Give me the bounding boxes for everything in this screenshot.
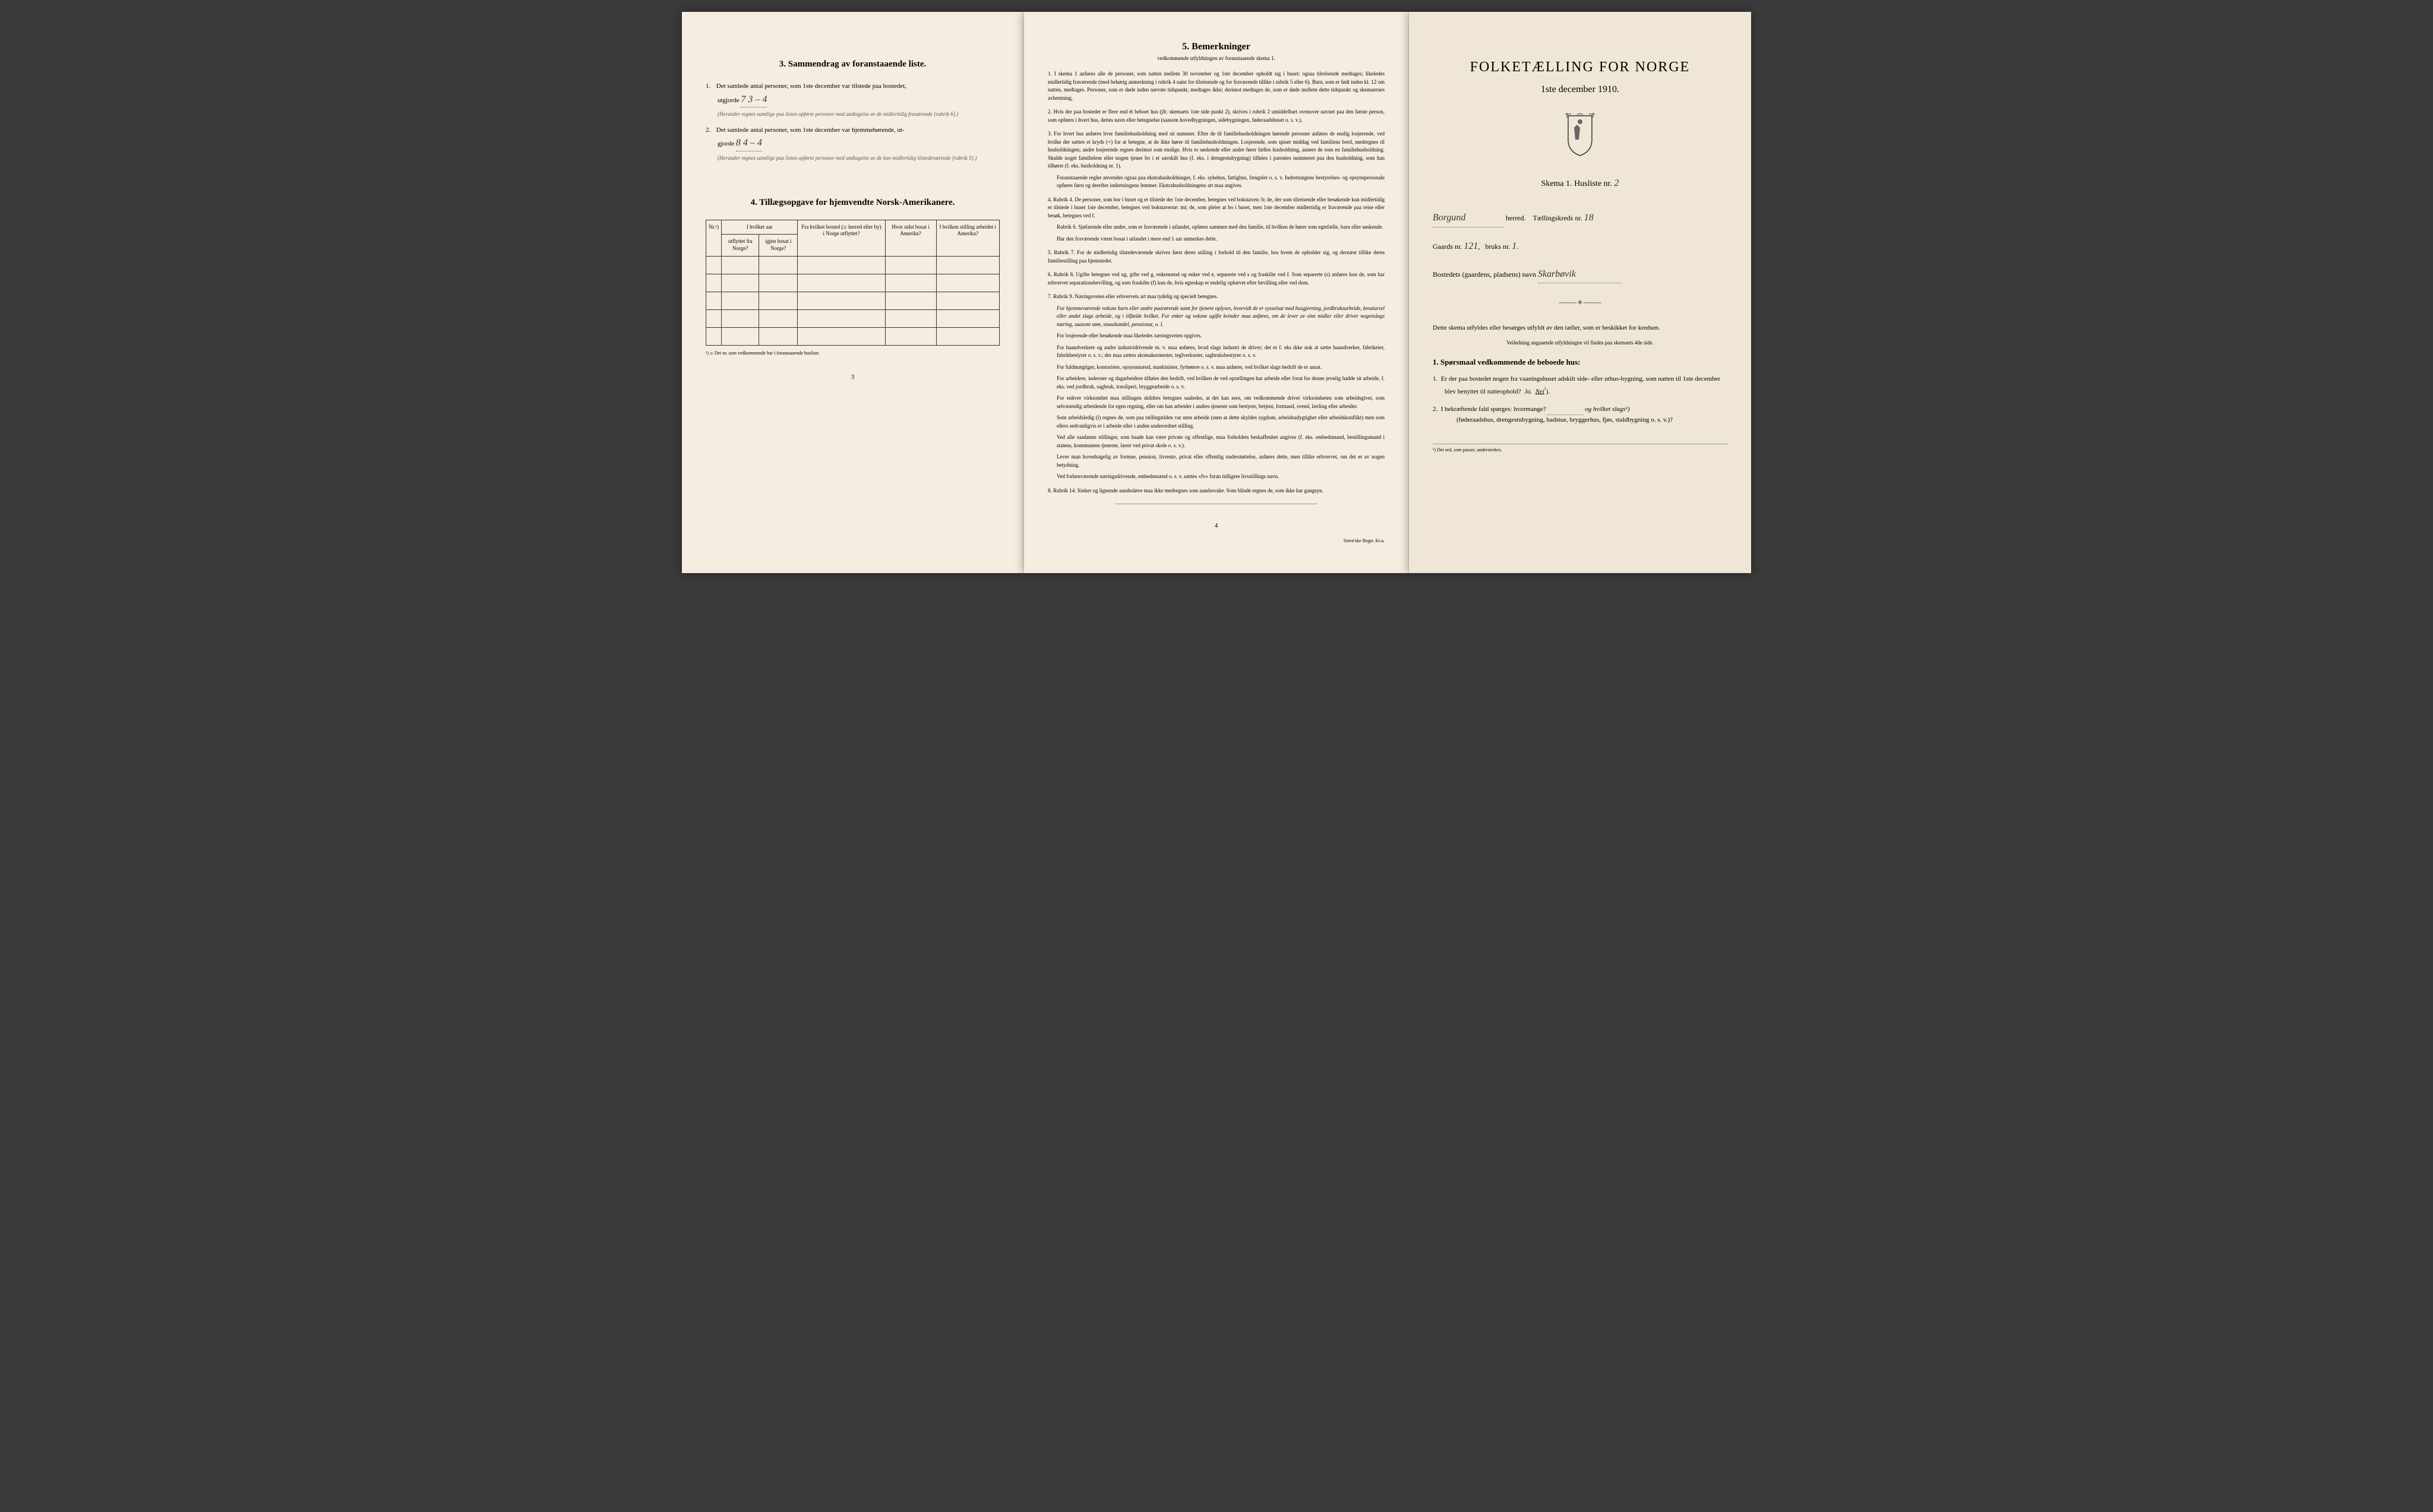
table-row bbox=[706, 274, 1000, 292]
summary-item-1: 1. Det samlede antal personer, som 1ste … bbox=[706, 81, 1000, 118]
table-row bbox=[706, 327, 1000, 345]
husliste-nr: 2 bbox=[1614, 178, 1619, 188]
tilstede-value: 7 3 – 4 bbox=[741, 92, 767, 108]
summary-item-2: 2. Det samlede antal personer, som 1ste … bbox=[706, 125, 1000, 162]
section-4-title: 4. Tillægsopgave for hjemvendte Norsk-Am… bbox=[706, 198, 1000, 208]
answer-nei: Nei bbox=[1535, 388, 1544, 395]
skema-line: Skema 1. Husliste nr. 2 bbox=[1433, 178, 1727, 189]
remark-5: 5. Rubrik 7. For de midlertidig tilstede… bbox=[1048, 249, 1385, 265]
printer-credit: Steen'ske Bogtr. Kr.a. bbox=[1048, 538, 1385, 543]
herred-line: Borgund herred. Tællingskreds nr. 18 bbox=[1433, 210, 1727, 227]
table-row bbox=[706, 309, 1000, 327]
table-row bbox=[706, 292, 1000, 309]
remark-7: 7. Rubrik 9. Næringsveien eller erhverve… bbox=[1048, 293, 1385, 481]
coat-of-arms-icon bbox=[1433, 113, 1727, 160]
page-1: FOLKETÆLLING FOR NORGE 1ste december 191… bbox=[1409, 12, 1751, 573]
question-header: 1. Spørsmaal vedkommende de beboede hus: bbox=[1433, 358, 1727, 367]
question-1: 1. Er der paa bostedet nogen fra vaaning… bbox=[1433, 374, 1727, 397]
footnote: ¹) Det ord, som passer, understrekes. bbox=[1433, 444, 1727, 453]
page-number: 4 bbox=[1048, 522, 1385, 529]
remark-8: 8. Rubrik 14. Sinker og lignende aandssl… bbox=[1048, 487, 1385, 495]
page-number: 3 bbox=[706, 374, 1000, 381]
table-footnote: ¹) ɔ: Det nr. som vedkommende har i fora… bbox=[706, 350, 1000, 356]
taelling-value: 18 bbox=[1584, 213, 1594, 223]
instruction-sub: Veiledning angaaende utfyldningen vil fi… bbox=[1433, 340, 1727, 346]
gaards-line: Gaards nr. 121, bruks nr. 1. bbox=[1433, 238, 1727, 255]
bruks-value: 1 bbox=[1512, 241, 1516, 251]
table-row bbox=[706, 256, 1000, 274]
remark-2: 2. Hvis der paa bostedet er flere end ét… bbox=[1048, 108, 1385, 124]
bosted-line: Bostedets (gaardens, pladsens) navn Skar… bbox=[1433, 266, 1727, 284]
page-3: 3. Sammendrag av foranstaaende liste. 1.… bbox=[682, 12, 1024, 573]
census-date: 1ste december 1910. bbox=[1433, 84, 1727, 95]
section-divider: ───✶─── bbox=[1433, 298, 1727, 308]
herred-value: Borgund bbox=[1433, 210, 1504, 227]
remark-6: 6. Rubrik 8. Ugifte betegnes ved ug, gif… bbox=[1048, 271, 1385, 287]
section-3-title: 3. Sammendrag av foranstaaende liste. bbox=[706, 59, 1000, 69]
remark-3: 3. For hvert hus anføres hver familiehus… bbox=[1048, 130, 1385, 190]
instruction-main: Dette skema utfyldes eller besørges utfy… bbox=[1433, 323, 1727, 334]
question-2: 2. I bekræftende fald spørges: hvormange… bbox=[1433, 404, 1727, 426]
hjemme-value: 8 4 – 4 bbox=[736, 135, 762, 151]
gaards-value: 121 bbox=[1464, 241, 1478, 251]
page-4: 5. Bemerkninger vedkommende utfyldningen… bbox=[1024, 12, 1409, 573]
remark-1: 1. I skema 1 anføres alle de personer, s… bbox=[1048, 70, 1385, 102]
main-title: FOLKETÆLLING FOR NORGE bbox=[1433, 59, 1727, 75]
remarks-title: 5. Bemerkninger bbox=[1048, 42, 1385, 52]
americans-table: Nr.¹) I hvilket aar Fra hvilket bosted (… bbox=[706, 220, 1000, 346]
census-document: 3. Sammendrag av foranstaaende liste. 1.… bbox=[682, 12, 1751, 573]
bosted-value: Skarbøvik bbox=[1538, 266, 1621, 284]
remark-4: 4. Rubrik 4. De personer, som bor i huse… bbox=[1048, 196, 1385, 243]
